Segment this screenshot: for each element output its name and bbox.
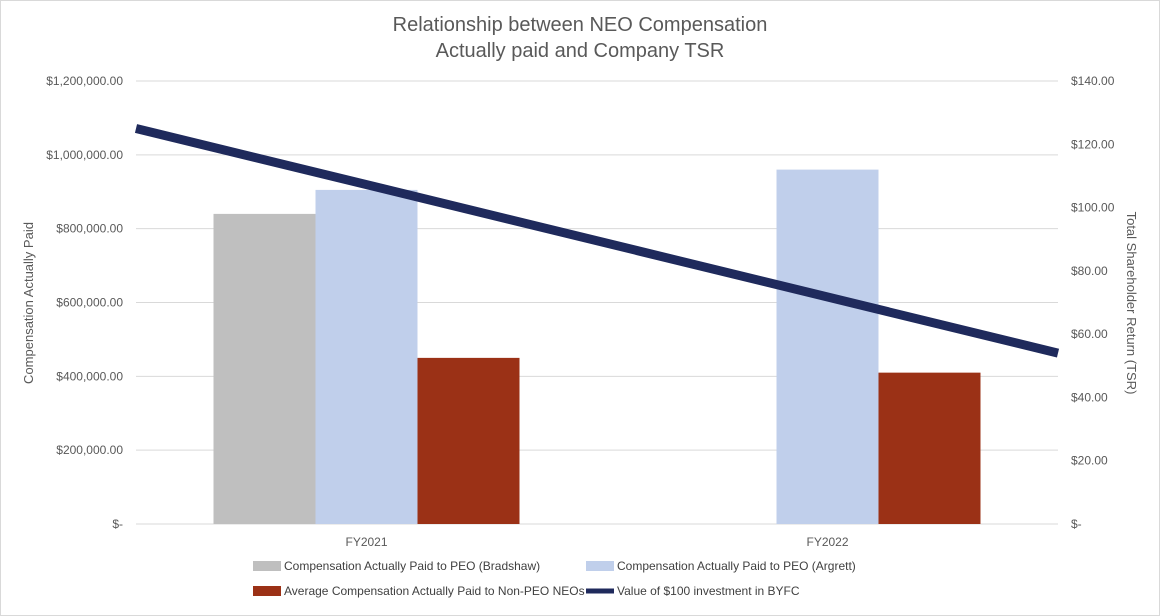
tsr-line-layer: [134, 124, 1060, 358]
bar-3-fy2022: [878, 372, 981, 524]
legend-swatch-1: [253, 561, 281, 571]
right-tick-label: $60.00: [1071, 327, 1108, 341]
legend-swatch-2: [586, 561, 614, 571]
bar-2-fy2022: [776, 169, 879, 524]
x-axis-categories: FY2021 FY2022: [345, 535, 848, 549]
left-axis-ticks: $- $200,000.00 $400,000.00 $600,000.00 $800,…: [46, 74, 123, 531]
right-axis-title: Total Shareholder Return (TSR): [1124, 212, 1139, 395]
left-axis-title: Compensation Actually Paid: [21, 222, 36, 384]
chart-title-line-2: Actually paid and Company TSR: [436, 40, 725, 62]
tsr-line: [134, 124, 1060, 358]
right-tick-label: $40.00: [1071, 390, 1108, 404]
left-tick-label: $200,000.00: [56, 443, 123, 457]
bars: [213, 169, 981, 524]
left-tick-label: $800,000.00: [56, 222, 123, 236]
bar-2-fy2021: [315, 189, 418, 524]
legend-label-4: Value of $100 investment in BYFC: [617, 584, 800, 598]
left-tick-label: $-: [112, 517, 123, 531]
legend: Compensation Actually Paid to PEO (Brads…: [253, 559, 856, 598]
bar-3-fy2021: [417, 357, 520, 524]
right-tick-label: $120.00: [1071, 137, 1115, 151]
legend-swatch-3: [253, 586, 281, 596]
left-tick-label: $1,200,000.00: [46, 74, 123, 88]
right-tick-label: $100.00: [1071, 201, 1115, 215]
left-tick-label: $600,000.00: [56, 296, 123, 310]
chart-title-line-1: Relationship between NEO Compensation: [393, 14, 768, 36]
left-tick-label: $400,000.00: [56, 369, 123, 383]
legend-label-1: Compensation Actually Paid to PEO (Brads…: [284, 559, 540, 573]
category-label: FY2022: [806, 535, 848, 549]
right-tick-label: $80.00: [1071, 264, 1108, 278]
legend-label-2: Compensation Actually Paid to PEO (Argre…: [617, 559, 856, 573]
right-tick-label: $-: [1071, 517, 1082, 531]
bar-1-fy2021: [213, 213, 316, 524]
right-tick-label: $140.00: [1071, 74, 1115, 88]
left-tick-label: $1,000,000.00: [46, 148, 123, 162]
right-tick-label: $20.00: [1071, 454, 1108, 468]
legend-label-3: Average Compensation Actually Paid to No…: [284, 584, 585, 598]
right-axis-ticks: $- $20.00 $40.00 $60.00 $80.00 $100.00 $120.00…: [1071, 74, 1115, 531]
category-label: FY2021: [345, 535, 387, 549]
